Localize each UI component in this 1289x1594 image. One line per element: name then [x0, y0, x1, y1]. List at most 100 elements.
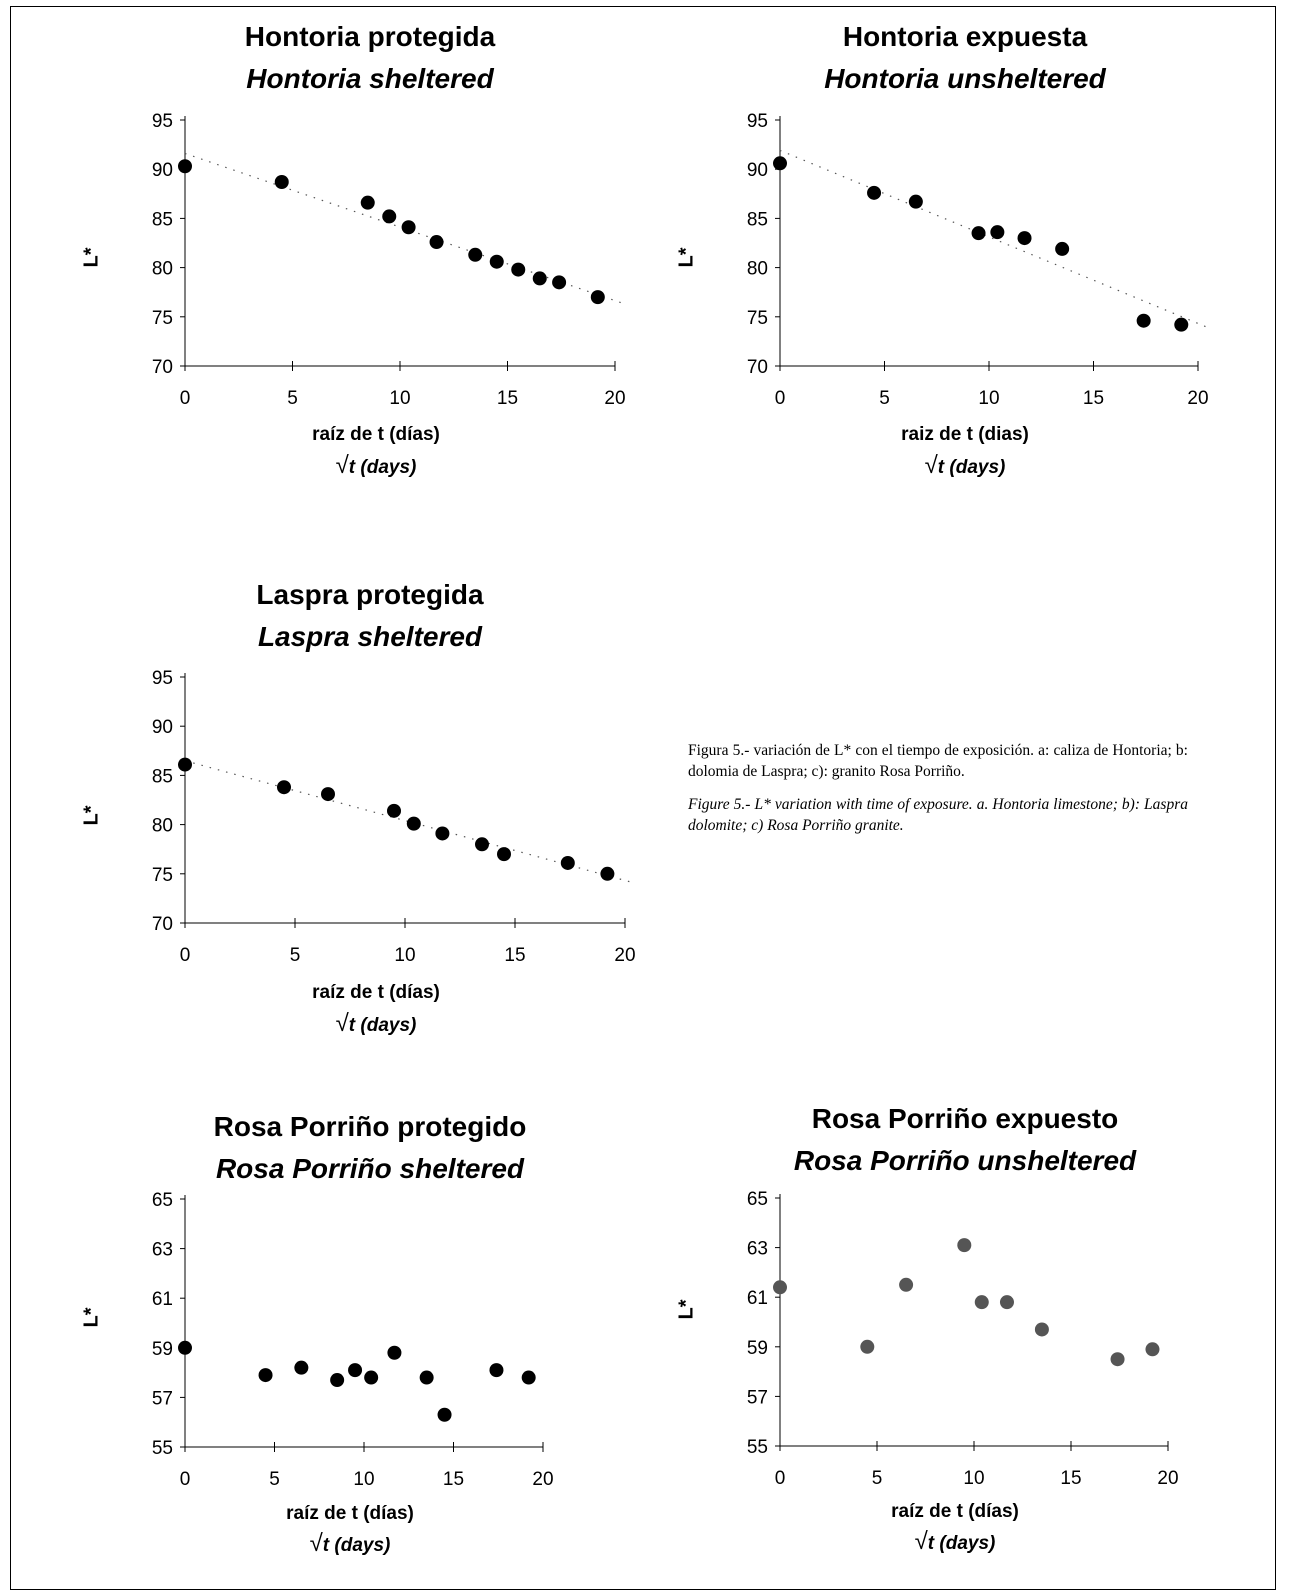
chart-subtitle: Laspra sheltered: [257, 621, 483, 652]
data-point: [1136, 313, 1151, 328]
x-tick-label: 5: [290, 945, 301, 966]
x-axis-label-en: √t (days): [96, 454, 656, 480]
caption-english: Figure 5.- L* variation with time of exp…: [688, 796, 1188, 834]
data-point: [511, 262, 526, 277]
data-point: [1055, 241, 1070, 256]
x-tick-label: 0: [775, 1468, 786, 1489]
data-point: [475, 837, 489, 852]
y-tick-label: 65: [747, 1189, 768, 1210]
plot-area: 55 57 59 61 63 65 0 5 10 15 20: [152, 1190, 554, 1490]
data-point: [468, 247, 483, 262]
data-point: [178, 159, 192, 174]
chart-title: Laspra protegida: [256, 579, 484, 610]
y-tick-label: 55: [152, 1438, 173, 1459]
sqrt-symbol: √: [924, 452, 938, 479]
plot-area: 55 57 59 61 63 65 0 5 10 15 20: [747, 1189, 1179, 1489]
data-point: [1174, 317, 1189, 332]
data-point: [990, 225, 1005, 240]
x-axis-label-en-text: t (days): [927, 1533, 996, 1554]
x-axis-label-en: √t (days): [96, 1012, 656, 1038]
data-point: [321, 787, 335, 802]
sqrt-symbol: √: [335, 452, 349, 479]
data-point: [867, 185, 882, 200]
data-point: [437, 1407, 452, 1422]
data-point: [999, 1295, 1014, 1310]
data-point: [406, 816, 421, 831]
data-point: [552, 275, 567, 290]
data-point: [1110, 1352, 1125, 1367]
y-tick-label: 90: [152, 160, 173, 181]
chart-subtitle: Hontoria unsheltered: [824, 63, 1106, 94]
y-tick-label: 85: [152, 766, 173, 787]
data-point: [387, 1345, 402, 1360]
x-tick-label: 0: [180, 388, 191, 409]
y-tick-label: 75: [152, 308, 173, 329]
x-tick-label: 20: [604, 388, 625, 409]
data-point: [489, 1363, 504, 1378]
x-axis-label-en-text: t (days): [937, 457, 1006, 478]
trendline: [779, 149, 1207, 328]
data-point: [387, 803, 401, 818]
data-point: [908, 194, 923, 209]
x-tick-label: 20: [1187, 388, 1208, 409]
x-axis-label-en-text: t (days): [348, 457, 417, 478]
sqrt-symbol: √: [309, 1530, 323, 1557]
y-tick-label: 95: [152, 668, 173, 689]
data-point: [364, 1370, 379, 1385]
y-tick-label: 57: [747, 1387, 768, 1408]
chart-subtitle: Hontoria sheltered: [246, 63, 494, 94]
sqrt-symbol: √: [914, 1528, 928, 1555]
data-point: [360, 195, 375, 210]
chart-subtitle: Rosa Porriño unsheltered: [793, 1145, 1137, 1176]
chart-laspra-sheltered: Laspra protegida Laspra sheltered L* 70 7…: [81, 576, 650, 1046]
data-point: [899, 1277, 914, 1292]
x-tick-label: 15: [1060, 1468, 1081, 1489]
sqrt-symbol: √: [335, 1010, 349, 1037]
data-point: [274, 174, 289, 189]
x-tick-label: 15: [504, 945, 525, 966]
x-axis-label-en: √t (days): [70, 1532, 630, 1558]
y-tick-label: 70: [747, 357, 768, 378]
data-point: [1034, 1322, 1049, 1337]
x-axis-label-en: √t (days): [685, 454, 1245, 480]
y-tick-label: 80: [152, 816, 173, 837]
x-axis-label: raiz de t (dias): [901, 424, 1029, 445]
data-point: [974, 1295, 989, 1310]
chart-subtitle: Rosa Porriño sheltered: [215, 1153, 525, 1184]
data-point: [419, 1370, 434, 1385]
data-point: [521, 1370, 536, 1385]
data-point: [277, 780, 291, 795]
x-tick-label: 10: [978, 388, 999, 409]
data-point: [1017, 231, 1032, 246]
y-tick-label: 63: [152, 1240, 173, 1261]
x-tick-label: 5: [872, 1468, 883, 1489]
y-tick-label: 70: [152, 914, 173, 935]
x-tick-label: 0: [180, 1469, 191, 1490]
x-axis-label: raíz de t (días): [891, 1501, 1019, 1522]
y-tick-label: 65: [152, 1190, 173, 1211]
y-tick-label: 70: [152, 357, 173, 378]
x-axis-label: raíz de t (días): [286, 1503, 414, 1524]
chart-title: Hontoria protegida: [244, 21, 496, 52]
data-point: [382, 209, 397, 224]
data-point: [773, 1280, 787, 1295]
y-tick-label: 57: [152, 1388, 173, 1409]
y-tick-label: 80: [747, 259, 768, 280]
x-tick-label: 0: [180, 945, 191, 966]
x-tick-label: 15: [497, 388, 518, 409]
y-tick-label: 90: [747, 160, 768, 181]
data-point: [1145, 1342, 1160, 1357]
x-axis-label: raíz de t (días): [312, 424, 440, 445]
data-point: [435, 826, 450, 841]
data-point: [957, 1238, 972, 1253]
data-point: [401, 220, 416, 235]
data-point: [429, 235, 444, 250]
x-axis-label: raíz de t (días): [312, 982, 440, 1003]
x-tick-label: 10: [353, 1469, 374, 1490]
y-tick-label: 59: [747, 1338, 768, 1359]
trendline: [184, 760, 634, 884]
figure-frame: [10, 6, 1276, 1590]
chart-rosa-porrino-sheltered: Rosa Porriño protegido Rosa Porriño shel…: [81, 1108, 650, 1583]
x-tick-label: 10: [389, 388, 410, 409]
x-axis-label-en-text: t (days): [322, 1535, 391, 1556]
